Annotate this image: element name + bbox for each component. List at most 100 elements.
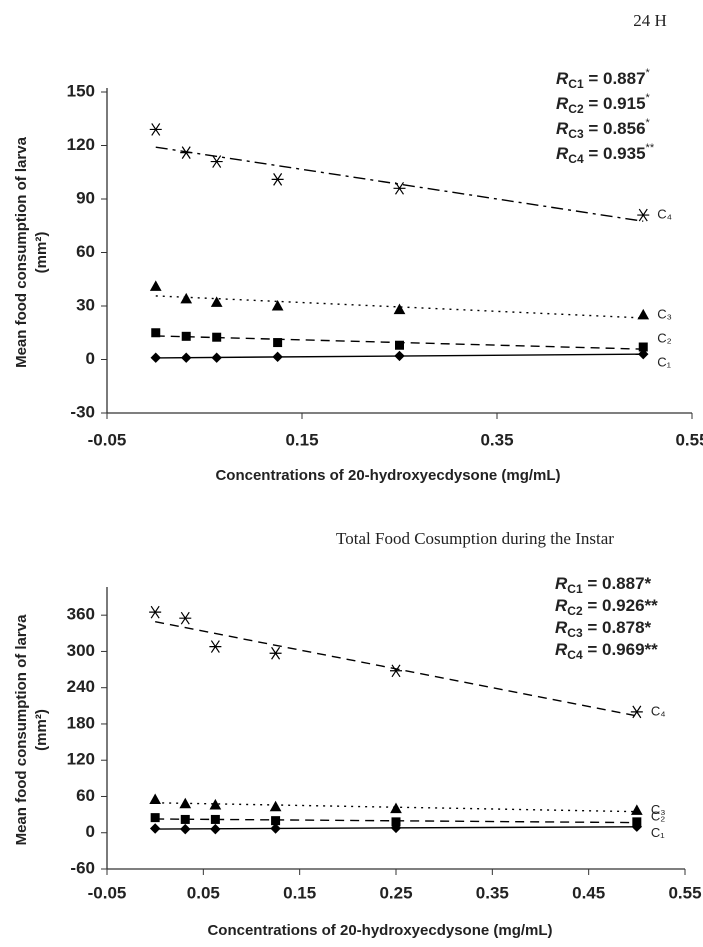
point: [638, 348, 649, 360]
annotation-symbol: R: [555, 640, 568, 659]
point: [632, 817, 642, 827]
x-axis-label: Concentrations of 20-hydroxyecdysone (mg…: [207, 922, 552, 939]
chart: 24 H -30 0 30 60 90 120 150 -0.05 0.15 0.35 0.55 Con…: [13, 11, 703, 484]
x-tick-label: 0.35: [480, 430, 513, 449]
annotation-symbol: R: [556, 144, 569, 163]
annotation-symbol: R: [556, 119, 569, 138]
series-label: C₁: [657, 355, 671, 370]
series-label: C₄: [651, 703, 666, 718]
annotation-text: = 0.926**: [583, 596, 659, 615]
x-tick-label: 0.55: [675, 430, 703, 449]
y-tick-label: 90: [76, 188, 95, 207]
point: [271, 816, 281, 826]
series-label: C₂: [651, 808, 665, 823]
annotation-superscript: *: [646, 92, 651, 104]
point: [394, 350, 405, 362]
point: [151, 328, 161, 338]
x-tick-label: -0.05: [88, 883, 127, 902]
annotation: RC1 = 0.887*: [555, 574, 652, 596]
point: [630, 804, 643, 815]
annotation-subscript: C2: [568, 102, 584, 116]
point: [391, 817, 401, 827]
point: [180, 823, 191, 835]
annotation-symbol: R: [555, 618, 568, 637]
y-tick-label: 0: [86, 822, 95, 841]
point: [180, 292, 193, 304]
point: [272, 351, 283, 363]
point: [210, 296, 223, 307]
annotation-superscript: *: [646, 67, 651, 79]
y-tick-label: 0: [86, 349, 95, 368]
annotation-symbol: R: [556, 94, 569, 113]
y-tick-label: 180: [67, 713, 95, 732]
y-axis-label: (mm²): [33, 232, 50, 274]
point: [270, 823, 281, 834]
point: [210, 814, 220, 824]
y-tick-label: 30: [76, 295, 95, 314]
point: [273, 338, 283, 348]
annotation-superscript: **: [646, 142, 655, 154]
y-axis-label: Mean food consumption of larva: [13, 136, 30, 368]
annotation: RC3 = 0.878*: [555, 618, 652, 640]
annotation-subscript: C1: [568, 77, 584, 91]
y-tick-label: 60: [76, 242, 95, 261]
point: [390, 802, 402, 814]
point: [395, 340, 404, 350]
series-label: C₃: [651, 802, 666, 817]
y-tick-label: 120: [67, 135, 95, 154]
annotation-symbol: R: [555, 596, 568, 615]
series-label: C₂: [657, 330, 671, 345]
point: [637, 308, 650, 320]
point: [212, 332, 222, 342]
point: [390, 664, 402, 678]
point: [149, 605, 162, 619]
trend-line: [155, 295, 644, 319]
point: [271, 299, 284, 311]
point: [271, 173, 284, 186]
point: [390, 822, 402, 834]
annotation-text: = 0.915: [584, 94, 646, 113]
y-tick-label: 360: [67, 605, 95, 624]
point: [211, 352, 222, 363]
point: [638, 342, 648, 352]
x-tick-label: 0.15: [283, 883, 316, 902]
x-tick-label: 0.55: [668, 883, 701, 902]
chart-title: 24 H: [633, 11, 667, 30]
point: [269, 646, 282, 660]
annotation-text: = 0.887: [584, 69, 646, 88]
series-label: C₄: [657, 206, 672, 221]
annotation-text: = 0.878*: [583, 618, 652, 637]
x-tick-label: 0.15: [285, 430, 318, 449]
annotation-symbol: R: [555, 574, 568, 593]
point: [179, 797, 192, 809]
trend-line: [155, 146, 644, 222]
annotation-subscript: C1: [567, 582, 583, 596]
y-tick-label: -30: [70, 402, 95, 421]
y-tick-label: 120: [67, 750, 95, 769]
y-tick-label: 240: [67, 677, 95, 696]
annotation-symbol: R: [556, 69, 569, 88]
annotation: RC3 = 0.856*: [556, 117, 651, 141]
x-tick-label: 0.45: [572, 883, 605, 902]
annotation-superscript: *: [646, 117, 651, 129]
y-tick-label: 60: [76, 786, 95, 805]
annotation-subscript: C3: [568, 127, 584, 141]
annotation-text: = 0.969**: [583, 640, 659, 659]
y-tick-label: 150: [67, 81, 95, 100]
annotation: RC2 = 0.926**: [555, 596, 658, 618]
point: [149, 793, 162, 804]
annotation: RC4 = 0.969**: [555, 640, 658, 662]
x-tick-label: 0.25: [379, 883, 412, 902]
point: [179, 611, 192, 625]
point: [149, 280, 162, 291]
y-tick-label: -60: [70, 858, 95, 877]
series-label: C₁: [651, 825, 665, 840]
annotation: RC4 = 0.935**: [556, 142, 655, 166]
chart: Total Food Cosumption during the Instar -…: [13, 529, 702, 939]
trend-line: [155, 621, 637, 717]
annotation-text: = 0.887*: [583, 574, 652, 593]
point: [209, 798, 222, 810]
point: [181, 352, 192, 363]
point: [210, 155, 223, 168]
